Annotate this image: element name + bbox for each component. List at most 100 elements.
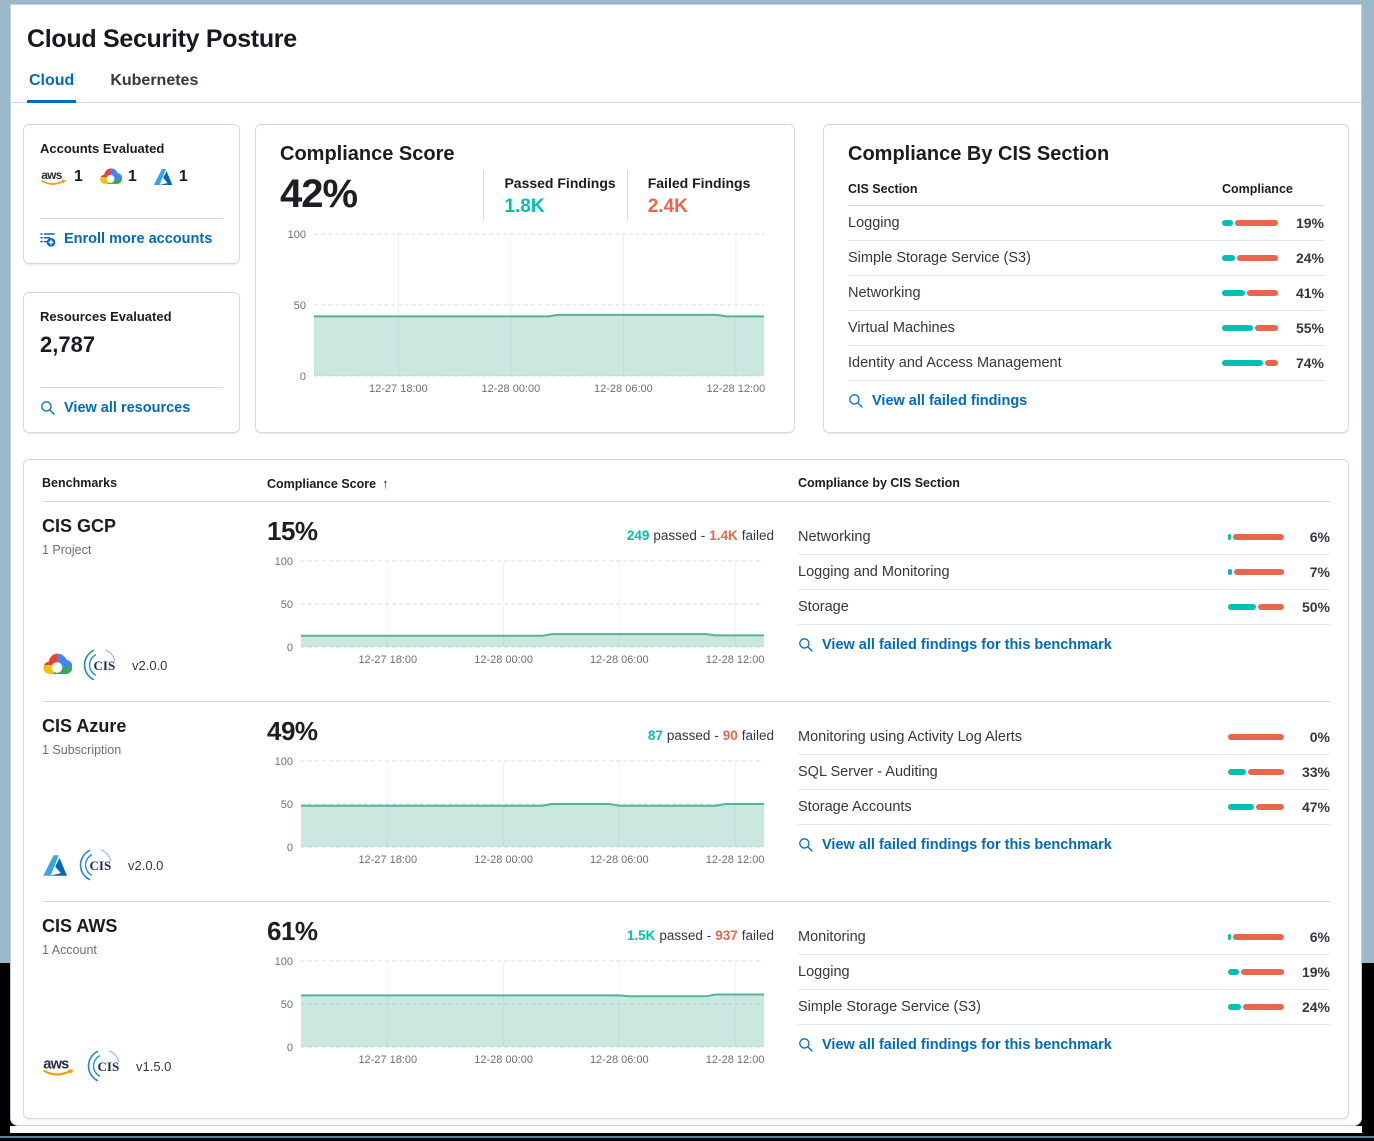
failed-word: failed — [741, 728, 774, 743]
compliance-bar — [1228, 934, 1284, 940]
passed-count: 1.5K — [626, 928, 656, 943]
svg-text:12-28 12:00: 12-28 12:00 — [706, 1054, 765, 1066]
compliance-bar-passed — [1222, 255, 1235, 261]
enroll-more-accounts-link[interactable]: Enroll more accounts — [40, 231, 223, 247]
view-benchmark-failed-findings-link[interactable]: View all failed findings for this benchm… — [798, 837, 1330, 853]
compliance-bar — [1222, 360, 1278, 366]
account-provider: 1 — [99, 168, 137, 186]
benchmark-name: CIS GCP — [42, 516, 117, 536]
cis-section-row: Virtual Machines 55% — [848, 311, 1324, 346]
section-label: Virtual Machines — [848, 320, 955, 336]
compliance-score-column-header[interactable]: Compliance Score ↑ — [267, 476, 798, 491]
view-benchmark-failed-findings-link[interactable]: View all failed findings for this benchm… — [798, 637, 1330, 653]
gcp-icon — [42, 653, 72, 677]
cis-logo-icon: CIS — [86, 1048, 122, 1084]
tab-cloud[interactable]: Cloud — [27, 72, 77, 103]
account-providers: aws 1 1 1 — [40, 168, 223, 186]
tab-bar: Cloud Kubernetes — [11, 72, 1361, 103]
compliance-bar-passed — [1228, 534, 1231, 540]
svg-text:100: 100 — [275, 556, 293, 568]
account-provider: aws 1 — [40, 168, 83, 186]
failed-count: 1.4K — [709, 528, 738, 543]
bottom-bar-line — [0, 1136, 1374, 1138]
benchmark-trend-chart: 12-27 18:00 12-28 00:00 12-28 06:00 12-28 1… — [267, 755, 774, 869]
view-benchmark-failed-findings-label: View all failed findings for this benchm… — [822, 837, 1112, 853]
view-all-failed-findings-link[interactable]: View all failed findings — [848, 393, 1324, 409]
svg-text:CIS: CIS — [98, 1059, 120, 1074]
benchmark-name: CIS AWS — [42, 916, 118, 936]
window-bottom-gap — [10, 1126, 1362, 1133]
cis-section-row: Storage Accounts 47% — [798, 790, 1330, 825]
cis-section-row: Identity and Access Management 74% — [848, 346, 1324, 381]
tab-kubernetes[interactable]: Kubernetes — [110, 72, 199, 89]
benchmark-score-cell: 49% 87 passed -90 failed 12-27 18:00 12-28 … — [267, 716, 798, 891]
benchmarks-table: Benchmarks Compliance Score ↑ Compliance … — [23, 459, 1349, 1119]
magnifier-icon — [848, 393, 864, 409]
benchmark-rows: CIS GCP 1 Project CIS v2.0.0 15% 249 pass… — [42, 502, 1330, 1102]
benchmark-trend-chart: 12-27 18:00 12-28 00:00 12-28 06:00 12-28 1… — [267, 555, 774, 669]
compliance-bar-failed — [1233, 534, 1284, 540]
svg-text:CIS: CIS — [90, 858, 112, 873]
svg-text:50: 50 — [294, 300, 306, 312]
compliance-bar-passed — [1222, 290, 1245, 296]
section-compliance-pct: 7% — [1309, 564, 1330, 580]
benchmark-section-rows: Networking 6% Logging and Monitoring 7% … — [798, 520, 1330, 625]
cis-section-row: Simple Storage Service (S3) 24% — [798, 990, 1330, 1025]
benchmark-sections-cell: Monitoring 6% Logging 19% Simple Storage… — [798, 916, 1330, 1092]
compliance-bar — [1228, 734, 1284, 740]
resources-evaluated-title: Resources Evaluated — [40, 309, 172, 324]
accounts-evaluated-card: Accounts Evaluated aws 1 1 1 Enroll more… — [23, 124, 240, 264]
magnifier-icon — [40, 400, 56, 416]
plus-in-list-icon — [40, 231, 56, 247]
passed-word: passed - — [666, 728, 719, 743]
passed-count: 249 — [626, 528, 650, 543]
svg-text:12-28 00:00: 12-28 00:00 — [474, 1054, 533, 1066]
benchmark-info: CIS AWS 1 Account aws CIS v1.5.0 — [42, 916, 267, 1092]
cis-section-rows: Logging 19% Simple Storage Service (S3) … — [848, 206, 1324, 381]
cis-section-row: Monitoring 6% — [798, 920, 1330, 955]
cloud-security-posture-page: Cloud Security Posture Cloud Kubernetes … — [10, 4, 1362, 1126]
svg-text:12-28 06:00: 12-28 06:00 — [590, 654, 649, 666]
page-header: Cloud Security Posture — [11, 5, 1361, 54]
section-compliance-pct: 33% — [1301, 764, 1330, 780]
svg-text:100: 100 — [275, 756, 293, 768]
failed-findings-value: 2.4K — [647, 196, 688, 217]
compliance-score-value: 42% — [280, 172, 358, 216]
cis-section-row: Logging and Monitoring 7% — [798, 555, 1330, 590]
card-divider — [40, 387, 223, 388]
view-all-resources-link[interactable]: View all resources — [40, 400, 223, 416]
passed-findings-kpi: Passed Findings 1.8K — [483, 170, 626, 220]
compliance-bar-failed — [1265, 360, 1278, 366]
provider-account-count: 1 — [178, 168, 188, 185]
cis-logo-icon: CIS — [82, 647, 118, 683]
section-label: Storage Accounts — [798, 799, 912, 815]
compliance-bar-failed — [1241, 969, 1284, 975]
compliance-score-card: Compliance Score 42% Passed Findings 1.8… — [255, 124, 795, 433]
benchmark-score-value: 49% — [267, 716, 318, 746]
svg-text:50: 50 — [281, 999, 293, 1011]
cis-section-column-label: CIS Section — [848, 182, 918, 196]
azure-icon — [42, 854, 68, 877]
cis-section-row: Simple Storage Service (S3) 24% — [848, 241, 1324, 276]
section-label: Identity and Access Management — [848, 355, 1062, 371]
compliance-bar-failed — [1235, 220, 1278, 226]
accounts-evaluated-title: Accounts Evaluated — [40, 141, 165, 156]
cis-section-row: SQL Server - Auditing 33% — [798, 755, 1330, 790]
section-label: Simple Storage Service (S3) — [848, 250, 1031, 266]
section-compliance-pct: 74% — [1295, 355, 1324, 371]
svg-text:12-27 18:00: 12-27 18:00 — [358, 854, 417, 866]
benchmark-sections-cell: Networking 6% Logging and Monitoring 7% … — [798, 516, 1330, 691]
compliance-bar — [1222, 290, 1278, 296]
section-compliance-pct: 19% — [1295, 215, 1324, 231]
section-compliance-pct: 24% — [1301, 999, 1330, 1015]
resources-evaluated-card: Resources Evaluated 2,787 View all resou… — [23, 292, 240, 433]
card-divider — [40, 218, 223, 219]
azure-icon — [153, 168, 173, 186]
benchmark-score-cell: 15% 249 passed -1.4K failed 12-27 18:00 12-… — [267, 516, 798, 691]
benchmarks-table-header: Benchmarks Compliance Score ↑ Compliance … — [42, 460, 1330, 502]
compliance-score-title: Compliance Score — [280, 143, 455, 165]
compliance-bar — [1228, 604, 1284, 610]
magnifier-icon — [798, 1037, 814, 1053]
failed-findings-label: Failed Findings — [647, 175, 751, 191]
view-benchmark-failed-findings-link[interactable]: View all failed findings for this benchm… — [798, 1037, 1330, 1053]
